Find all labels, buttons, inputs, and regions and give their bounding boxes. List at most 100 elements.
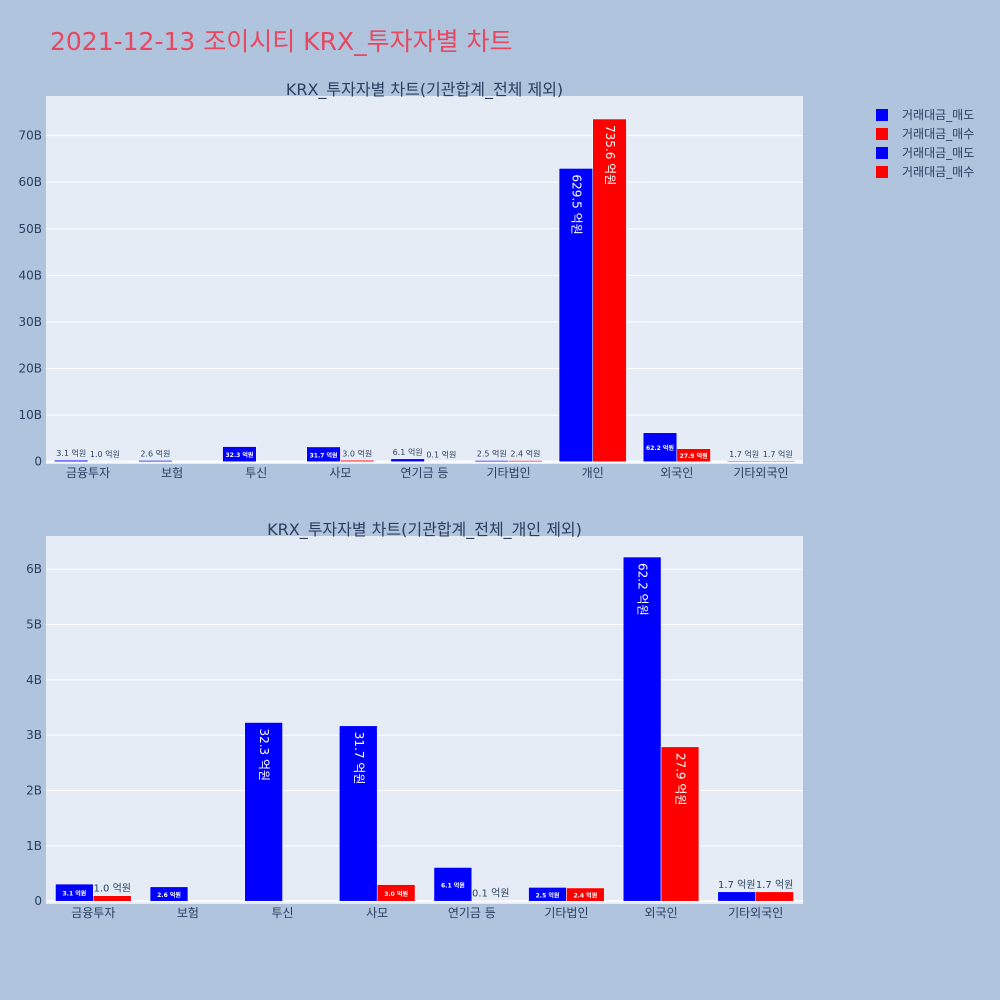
plot-area: [46, 96, 803, 464]
y-tick-label: 20B: [18, 362, 42, 376]
y-tick-label: 3B: [26, 728, 42, 742]
data-label: 2.4 억원: [510, 449, 540, 459]
legend-swatch: [876, 147, 888, 159]
bar-buy: [755, 891, 794, 902]
chart-panel-1: 0 10B 20B 30B 40B 50B 60B 70B KRX_투자자별 차트(기관합계_전…: [18, 80, 803, 480]
legend-swatch: [876, 128, 888, 140]
bar-buy: [660, 746, 700, 902]
data-label: 6.1 억원: [441, 881, 465, 889]
y-tick-label: 60B: [18, 175, 42, 189]
data-label: 2.5 억원: [477, 449, 507, 459]
x-tick-label: 외국인: [645, 906, 678, 920]
y-tick-label: 4B: [26, 673, 42, 687]
y-tick-label: 40B: [18, 268, 42, 282]
bar-buy: [340, 460, 375, 462]
y-tick-label: 1B: [26, 839, 42, 853]
bar-buy: [592, 118, 627, 462]
bar-buy: [508, 460, 543, 462]
data-label: 735.6 억원: [603, 125, 617, 185]
bar-sell: [474, 460, 509, 462]
bar-sell: [339, 725, 378, 902]
page-title: 2021-12-13 조이시티 KRX_투자자별 차트: [50, 27, 513, 56]
data-label: 27.9 억원: [673, 753, 687, 806]
chart-title: KRX_투자자별 차트(기관합계_전체 제외): [286, 80, 563, 100]
data-label: 3.0 억원: [384, 890, 408, 898]
bar-sell: [642, 432, 678, 462]
x-tick-label: 기타법인: [544, 906, 588, 920]
data-label: 2.6 억원: [140, 448, 170, 458]
bar-sell: [138, 460, 173, 462]
chart-panel-2: 0 1B 2B 3B 4B 5B 6B KRX_투자자별 차트(기관합계_전체_개인 제외) 금…: [26, 520, 803, 920]
x-tick-label: 보험: [177, 906, 199, 920]
y-tick-label: 5B: [26, 618, 42, 632]
data-label: 27.9 억원: [680, 452, 708, 460]
bar-sell: [717, 891, 756, 902]
x-tick-label: 기타외국인: [733, 466, 788, 480]
bar-sell: [306, 446, 341, 462]
legend-label: 거래대금_매도: [902, 146, 974, 160]
x-tick-label: 연기금 등: [401, 466, 449, 480]
data-label: 1.0 억원: [93, 883, 130, 895]
data-label: 31.7 억원: [352, 732, 366, 785]
x-tick-label: 투신: [245, 466, 267, 480]
x-tick-label: 투신: [272, 906, 294, 920]
bar-buy: [676, 448, 711, 462]
data-label: 3.0 억원: [342, 448, 372, 458]
bar-sell: [433, 867, 473, 902]
x-tick-label: 연기금 등: [448, 906, 496, 920]
y-tick-label: 0: [34, 894, 42, 908]
data-label: 2.5 억원: [536, 891, 560, 899]
bar-sell: [54, 459, 89, 462]
data-label: 2.4 억원: [573, 892, 597, 900]
data-label: 32.3 억원: [225, 451, 253, 459]
y-tick-label: 50B: [18, 222, 42, 236]
bar-sell: [558, 168, 593, 462]
y-tick-label: 10B: [18, 408, 42, 422]
legend-label: 거래대금_매수: [902, 127, 974, 141]
x-tick-label: 개인: [582, 466, 604, 480]
bar-buy: [471, 900, 510, 902]
legend-label: 거래대금_매수: [902, 165, 974, 179]
legend-swatch: [876, 166, 888, 178]
bar-sell: [55, 883, 94, 902]
bar-buy: [93, 895, 132, 902]
bar-buy: [760, 460, 795, 462]
x-tick-label: 금융투자: [66, 466, 110, 480]
data-label: 62.2 억원: [646, 444, 674, 452]
data-label: 1.7 억원: [756, 879, 793, 891]
bar-buy: [566, 887, 605, 902]
data-label: 32.3 억원: [257, 728, 271, 781]
x-tick-label: 사모: [329, 466, 351, 480]
bar-sell: [244, 722, 283, 902]
x-tick-label: 외국인: [660, 466, 693, 480]
legend-label: 거래대금_매도: [902, 108, 974, 122]
bar-buy: [376, 884, 416, 902]
y-tick-label: 70B: [18, 129, 42, 143]
bar-sell: [222, 446, 257, 462]
data-label: 1.7 억원: [763, 449, 793, 459]
y-tick-label: 30B: [18, 315, 42, 329]
bar-sell: [149, 886, 189, 902]
legend-swatch: [876, 109, 888, 121]
bar-sell: [390, 458, 425, 462]
data-label: 31.7 억원: [310, 451, 338, 459]
data-label: 0.1 억원: [472, 888, 509, 900]
data-label: 1.7 억원: [729, 449, 759, 459]
y-tick-label: 0: [34, 455, 42, 469]
x-tick-label: 사모: [366, 906, 388, 920]
x-tick-label: 기타외국인: [728, 906, 783, 920]
data-label: 3.1 억원: [56, 448, 86, 458]
data-label: 3.1 억원: [63, 890, 87, 898]
data-label: 0.1 억원: [426, 450, 456, 460]
y-tick-label: 2B: [26, 784, 42, 798]
data-label: 6.1 억원: [393, 447, 423, 457]
data-label: 629.5 억원: [569, 174, 583, 234]
data-label: 1.0 억원: [90, 449, 120, 459]
x-tick-label: 금융투자: [71, 906, 115, 920]
data-label: 2.6 억원: [157, 891, 181, 899]
data-label: 1.7 억원: [718, 879, 755, 891]
data-label: 62.2 억원: [636, 563, 650, 616]
bar-sell: [622, 556, 662, 902]
